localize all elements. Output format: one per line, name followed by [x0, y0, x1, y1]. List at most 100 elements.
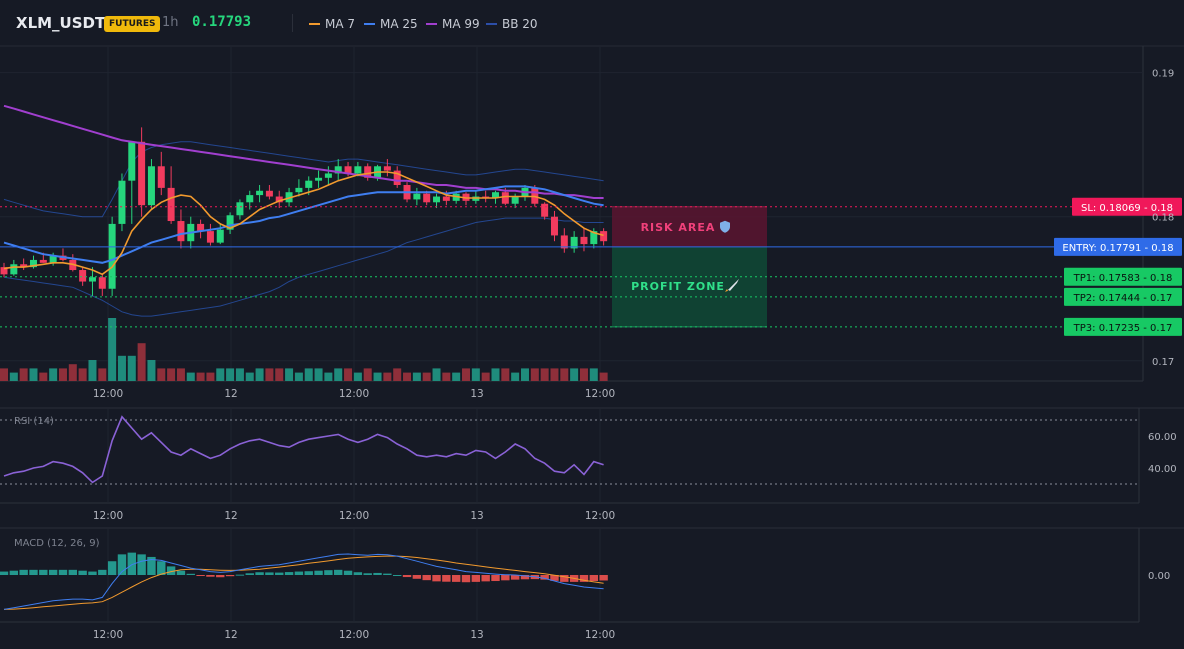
volume-bar [324, 372, 333, 381]
volume-bar [304, 368, 313, 381]
legend-bb20[interactable]: BB 20 [486, 17, 538, 31]
volume-bar [206, 372, 215, 381]
candle-body [334, 166, 342, 174]
macd-hist-bar [275, 572, 284, 575]
rsi-pane[interactable]: RSI (14) 60.00 40.00 [0, 415, 1177, 485]
candle-body [295, 187, 303, 193]
profit-zone-label: PROFIT ZONE [631, 280, 725, 293]
header-divider [292, 14, 293, 32]
volume-bar [29, 368, 38, 381]
shield-icon [720, 220, 730, 233]
legend-swatch-ma99 [426, 22, 437, 25]
legend-label-bb20: BB 20 [502, 17, 538, 31]
level-tag-sl [1072, 197, 1182, 216]
legend-ma7[interactable]: MA 7 [309, 17, 355, 31]
profit-zone [612, 246, 767, 327]
volume-bar [88, 360, 97, 381]
volume-bar [540, 368, 549, 381]
grid-lines [0, 47, 1143, 622]
volume-bar [294, 372, 303, 381]
volume-bar [108, 318, 117, 381]
volume-bar [0, 368, 8, 381]
macd-hist-bar [589, 575, 598, 582]
volume-bar [334, 368, 343, 381]
price-axis-label: 0.17 [1152, 357, 1174, 368]
volume-bar [471, 368, 480, 381]
time-axes: 12:00 12 12:00 13 12:00 12:00 12 12:00 13 12:00 12… [93, 388, 615, 641]
macd-hist-bar [560, 575, 569, 582]
candle-body [560, 235, 568, 249]
macd-hist-bar [117, 554, 127, 575]
candles[interactable] [0, 127, 608, 296]
level-label-tp3: TP3: 0.17235 - 0.17 [1073, 323, 1173, 334]
volume-bar [550, 368, 559, 381]
macd-hist-bar [550, 575, 559, 581]
futures-badge: FUTURES [104, 16, 161, 32]
volume-bar [491, 368, 500, 381]
rsi-time-label: 12:00 [93, 510, 123, 522]
candle-body [305, 180, 313, 188]
macd-hist-bar [491, 575, 500, 582]
candle-body [501, 192, 509, 204]
volume-bar [530, 368, 539, 381]
legend-ma99[interactable]: MA 99 [426, 17, 480, 31]
volume-bar [275, 368, 284, 381]
candle-body [79, 270, 87, 282]
macd-hist-bar [412, 575, 422, 579]
candle-body [590, 231, 598, 245]
candle-body [492, 192, 499, 198]
macd-time-label: 12:00 [585, 629, 615, 641]
macd-hist-bar [265, 572, 274, 575]
legend-label-ma25: MA 25 [380, 17, 418, 31]
volume-bar [39, 372, 48, 381]
macd-time-label: 13 [470, 629, 483, 641]
macd-hist-bar [393, 575, 402, 576]
price-axis[interactable]: 0.19 0.18 0.17 [1152, 69, 1174, 368]
volume-bar [176, 368, 185, 381]
macd-hist-bar [383, 573, 392, 575]
macd-hist-bar [373, 572, 382, 575]
main-time-label: 12:00 [93, 388, 123, 400]
rocket-flame [725, 288, 728, 292]
level-tag-tp2 [1064, 287, 1182, 306]
volume-bar [353, 372, 362, 381]
macd-hist-bar [510, 575, 520, 580]
macd-pane[interactable]: MACD (12, 26, 9) 0.00 [0, 538, 1170, 610]
volume-bar [68, 364, 77, 381]
macd-hist-bar [147, 556, 156, 575]
chart-header: XLM_USDT FUTURES 1h 0.17793 MA 7 MA 25 M… [0, 0, 1184, 46]
candle-body [580, 236, 588, 245]
candle-body [206, 231, 214, 243]
macd-hist-bar [442, 575, 451, 582]
volume-bar [245, 372, 254, 381]
candle-body [98, 277, 106, 289]
macd-title: MACD (12, 26, 9) [14, 538, 100, 549]
macd-signal-line [3, 555, 604, 610]
macd-hist-bar [9, 570, 19, 575]
candle-body [118, 180, 126, 224]
main-time-label: 13 [470, 388, 483, 400]
timeframe-label[interactable]: 1h [162, 15, 179, 30]
macd-hist-bar [225, 575, 235, 577]
candle-body [442, 196, 450, 201]
ma99-line [3, 104, 604, 199]
legend-ma25[interactable]: MA 25 [364, 17, 418, 31]
macd-time-label: 12:00 [93, 629, 123, 641]
volume-bar [579, 368, 588, 381]
volume-bar [265, 368, 274, 381]
volume-bar [255, 368, 264, 381]
macd-hist-bar [88, 571, 97, 575]
volume-bar [501, 368, 510, 381]
candle-body [511, 196, 519, 204]
trade-levels[interactable]: SL: 0.18069 - 0.18 ENTRY: 0.17791 - 0.18 T… [0, 197, 1182, 336]
macd-hist-bar [68, 569, 78, 575]
macd-hist-bar [48, 569, 58, 575]
macd-hist-bar [343, 570, 353, 575]
volume-bar [137, 343, 146, 381]
trade-zones[interactable]: RISK AREA PROFIT ZONE [612, 206, 767, 328]
macd-time-label: 12 [224, 629, 237, 641]
macd-hist-bar [451, 575, 461, 582]
volume-bar [226, 368, 235, 381]
symbol-name[interactable]: XLM_USDT [16, 14, 106, 32]
